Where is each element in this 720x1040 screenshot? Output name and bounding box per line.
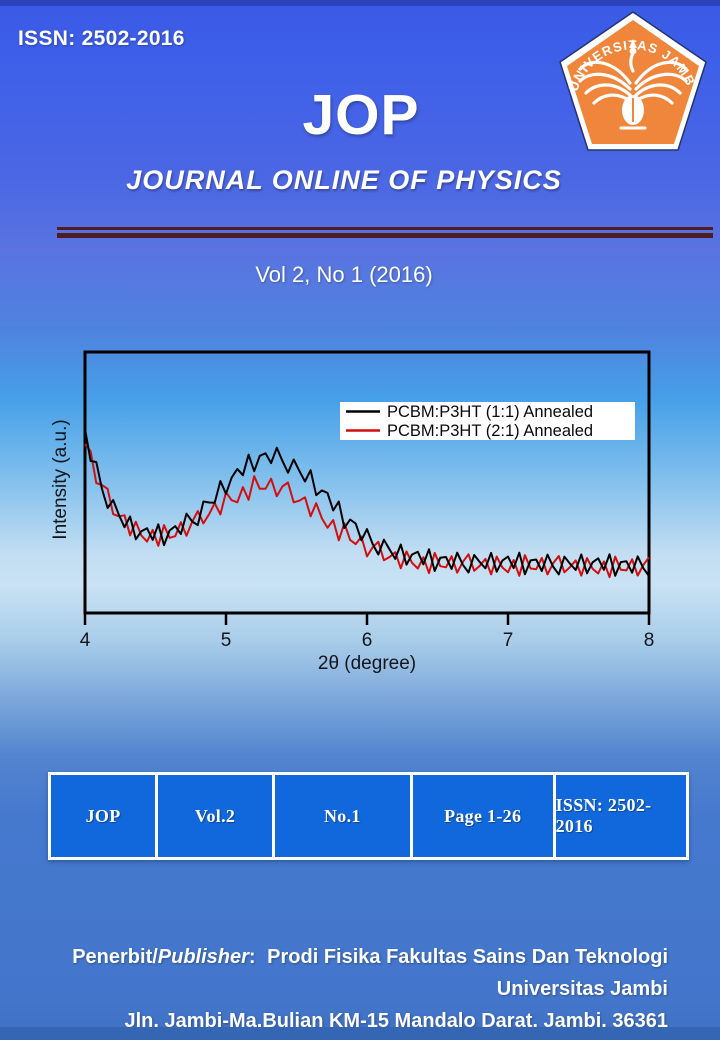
x-tick-label: 4 bbox=[80, 630, 91, 651]
info-table-cell-4: Page 1-26 bbox=[409, 775, 553, 857]
volume-issue-line: Vol 2, No 1 (2016) bbox=[255, 262, 433, 287]
info-table-cell-5: ISSN: 2502-2016 bbox=[552, 775, 686, 857]
logo-pentagon bbox=[567, 20, 699, 144]
publisher-info: Penerbit/Publisher: Prodi Fisika Fakulta… bbox=[40, 941, 668, 1037]
x-tick-label: 7 bbox=[503, 630, 514, 651]
legend-label-1: PCBM:P3HT (2:1) Annealed bbox=[387, 422, 593, 440]
publisher-line1: Penerbit/Publisher: Prodi Fisika Fakulta… bbox=[72, 946, 668, 1000]
emblem-crown bbox=[629, 39, 637, 48]
info-table-cell-1: JOP bbox=[51, 775, 156, 857]
university-logo-svg: UNIVERSITAS JAMBI bbox=[556, 0, 707, 151]
issn-top-left: ISSN: 2502-2016 bbox=[18, 27, 185, 50]
garuda-emblem bbox=[578, 51, 688, 105]
journal-title: JOP bbox=[302, 83, 420, 147]
info-table-cell-2: Vol.2 bbox=[155, 775, 272, 857]
university-logo: UNIVERSITAS JAMBI bbox=[556, 0, 708, 151]
x-tick-label: 6 bbox=[362, 630, 373, 651]
x-tick-label: 5 bbox=[221, 630, 232, 651]
series-line-0 bbox=[84, 428, 650, 577]
xrd-chart: 4 5 6 7 8 2θ (degree) Intensity (a.u.) PCBM:P3H… bbox=[50, 350, 655, 674]
info-table-cell-3: No.1 bbox=[271, 775, 410, 857]
legend-label-0: PCBM:P3HT (1:1) Annealed bbox=[387, 403, 593, 421]
double-rule-divider bbox=[57, 227, 713, 238]
series-line-1 bbox=[84, 443, 650, 579]
plot-frame bbox=[83, 350, 651, 615]
x-axis-title: 2θ (degree) bbox=[318, 653, 416, 674]
emblem-head bbox=[629, 47, 637, 55]
x-tick-label: 8 bbox=[644, 630, 655, 651]
bottom-edge-band bbox=[0, 1027, 720, 1040]
info-table: JOP Vol.2 No.1 Page 1-26 ISSN: 2502-2016 bbox=[48, 772, 689, 860]
legend-box bbox=[340, 402, 635, 440]
publisher-line2: Jln. Jambi-Ma.Bulian KM-15 Mandalo Darat… bbox=[124, 1010, 669, 1032]
y-axis-title: Intensity (a.u.) bbox=[50, 419, 71, 539]
top-edge-band bbox=[0, 0, 720, 6]
journal-subtitle: JOURNAL ONLINE OF PHYSICS bbox=[126, 165, 562, 195]
